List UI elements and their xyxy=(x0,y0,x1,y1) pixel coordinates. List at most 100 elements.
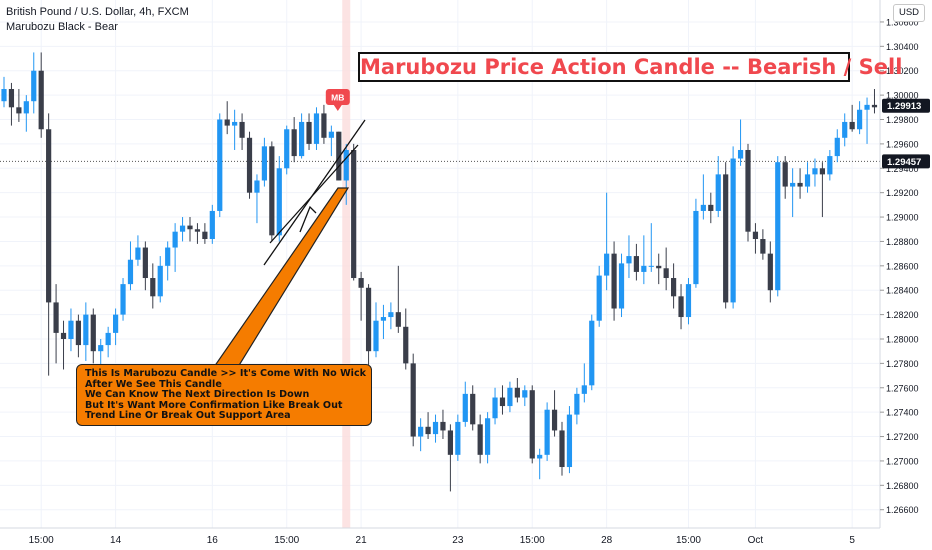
candle-body xyxy=(537,454,543,459)
price-tick-label: 1.27800 xyxy=(886,359,919,369)
time-tick-label: 5 xyxy=(849,535,855,546)
time-tick-label: 15:00 xyxy=(676,535,701,546)
note-line: Trend Line Or Break Out Support Area xyxy=(85,410,291,422)
price-label: 1.29457 xyxy=(887,157,921,168)
candle-body xyxy=(179,225,186,232)
candle-body xyxy=(752,231,759,240)
time-tick-label: 14 xyxy=(110,535,122,546)
candle-body xyxy=(358,278,364,288)
candle-body xyxy=(745,149,751,232)
candle-body xyxy=(83,314,89,346)
time-tick-label: 28 xyxy=(601,535,613,546)
candle-body xyxy=(641,265,647,272)
candle-body xyxy=(663,268,669,279)
candle-body xyxy=(1,89,7,102)
price-tick-label: 1.29200 xyxy=(886,188,919,198)
candle-body xyxy=(336,131,342,181)
indicator-title: Marubozu Black - Bear xyxy=(6,21,118,33)
marker-pointer xyxy=(333,105,342,111)
candle-body xyxy=(373,320,379,352)
candle-body xyxy=(98,345,104,352)
candle-body xyxy=(700,204,706,211)
note-line: We Can Know The Next Direction Is Down xyxy=(85,389,310,401)
candle-body xyxy=(671,278,677,297)
note-line: But It's Want More Confirmation Like Bre… xyxy=(85,399,343,411)
highlight-band xyxy=(342,0,351,528)
time-tick-label: 16 xyxy=(207,535,219,546)
time-axis[interactable]: 15:00 14 16 15:00 21 23 15:00 28 15:00 Oct 5 xyxy=(0,527,880,546)
candle-body xyxy=(633,256,639,272)
candle-body xyxy=(23,101,29,114)
price-tick-label: 1.27000 xyxy=(886,456,919,466)
candle-body xyxy=(142,247,148,279)
candle-body xyxy=(447,430,453,455)
price-label-bg xyxy=(882,154,930,169)
candle-body xyxy=(611,253,617,309)
candle-body xyxy=(127,259,134,285)
marker-label: MB xyxy=(331,93,344,103)
price-tick-label: 1.27600 xyxy=(886,383,919,393)
currency-button[interactable]: USD xyxy=(893,4,925,22)
candle-body xyxy=(68,320,74,339)
candle-body xyxy=(150,278,156,297)
candle-body xyxy=(819,168,825,175)
price-tick-label: 1.28200 xyxy=(886,310,919,320)
candle-body xyxy=(202,231,208,240)
candle-body xyxy=(418,426,424,437)
candle-body xyxy=(172,231,178,248)
price-axis-bg xyxy=(880,0,932,550)
candle-body xyxy=(678,296,684,318)
annotation-note: This Is Marubozu Candle >> It's Come Wit… xyxy=(76,364,372,426)
mb-marker: MB xyxy=(325,89,350,111)
candle-body xyxy=(492,397,498,419)
candle-body xyxy=(775,162,781,291)
price-tick-label: 1.29600 xyxy=(886,139,919,149)
candle-body xyxy=(75,320,81,346)
price-tick-label: 1.29400 xyxy=(886,164,919,174)
candle-body xyxy=(782,162,788,187)
candle-body xyxy=(849,121,855,130)
candle-body xyxy=(514,387,520,398)
candle-body xyxy=(499,397,506,407)
marker-badge xyxy=(325,89,350,105)
candle-body xyxy=(276,168,282,236)
candle-body xyxy=(53,302,59,333)
candle-body xyxy=(328,131,334,138)
candle-body xyxy=(321,113,327,138)
candle-body xyxy=(90,314,96,352)
symbol-title: British Pound / U.S. Dollar, 4h, FXCM xyxy=(6,6,189,18)
candles xyxy=(1,52,878,492)
arrow-line xyxy=(299,205,317,233)
price-axis[interactable]: 1.26600 1.26800 1.27000 1.27200 1.27400 1.276… xyxy=(879,0,932,550)
candle-body xyxy=(246,137,253,193)
chart-title: Marubozu Price Action Candle -- Bearish … xyxy=(358,52,902,82)
candle-body xyxy=(618,263,625,309)
candle-body xyxy=(165,247,171,266)
candle-body xyxy=(507,387,513,407)
time-tick-label: 15:00 xyxy=(520,535,545,546)
highlight-band-rect xyxy=(342,0,351,528)
candle-body xyxy=(857,109,863,130)
candle-body xyxy=(864,104,870,110)
candle-body xyxy=(760,239,766,254)
candle-body xyxy=(299,121,305,157)
candle-body xyxy=(485,418,491,455)
price-tick-label: 1.27400 xyxy=(886,408,919,418)
candle-body xyxy=(46,129,52,303)
price-tick-label: 1.30400 xyxy=(886,42,919,52)
price-tick-label: 1.27200 xyxy=(886,432,919,442)
candle-body xyxy=(403,326,409,364)
candle-body xyxy=(693,210,699,285)
time-tick-label: 15:00 xyxy=(29,535,54,546)
candle-body xyxy=(559,430,565,468)
candle-body xyxy=(425,426,431,435)
candle-body xyxy=(8,89,15,108)
price-tick-label: 1.26600 xyxy=(886,505,919,515)
candle-body xyxy=(842,121,848,138)
candle-body xyxy=(730,158,736,303)
trend-line xyxy=(269,144,359,244)
candle-body xyxy=(827,156,833,175)
price-tick-label: 1.29000 xyxy=(886,213,919,223)
price-tick-label: 1.26800 xyxy=(886,481,919,491)
